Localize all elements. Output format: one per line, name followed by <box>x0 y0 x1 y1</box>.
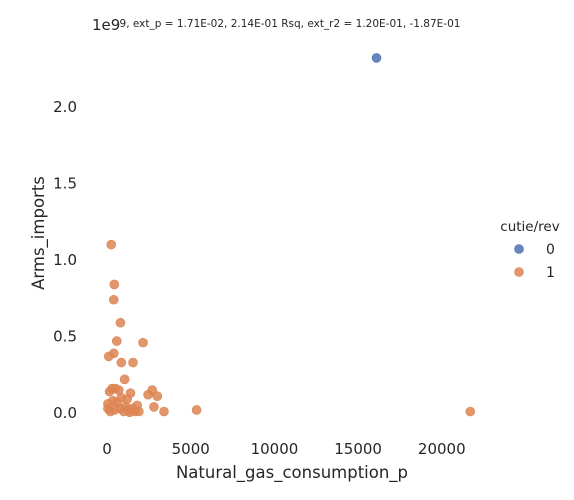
scatter-point <box>108 294 119 305</box>
scatter-point <box>143 389 153 400</box>
legend-title: cutie/rev <box>500 219 559 235</box>
chart-title: 9, ext_p = 1.71E-02, 2.14E-01 Rsq, ext_r… <box>120 18 461 30</box>
x-tick-label: 5000 <box>172 440 210 458</box>
y-tick-label: 0.0 <box>53 404 77 422</box>
scatter-point <box>111 336 122 346</box>
x-tick-label: 10000 <box>251 440 299 458</box>
scatter-point <box>116 357 127 368</box>
y-axis-label: Arms_imports <box>29 176 49 290</box>
x-axis-ticks: 0 5000 10000 15000 20000 <box>102 440 465 458</box>
x-tick-label: 0 <box>102 440 112 458</box>
x-tick-label: 15000 <box>334 440 382 458</box>
x-axis-label: Natural_gas_consumption_p <box>176 463 408 483</box>
y-tick-label: 2.0 <box>53 98 77 116</box>
legend-marker <box>514 244 524 254</box>
scatter-point <box>103 351 114 362</box>
scatter-point <box>371 53 382 63</box>
scatter-point <box>119 374 130 385</box>
scatter-point <box>109 279 120 290</box>
data-points <box>103 53 476 418</box>
scatter-point <box>106 239 117 250</box>
scatter-point <box>465 406 476 417</box>
scatter-point <box>152 391 163 402</box>
scatter-point <box>115 317 126 328</box>
legend-marker <box>514 267 524 277</box>
scatter-point <box>134 406 144 417</box>
scatter-point <box>149 402 159 412</box>
y-axis-ticks: 0.0 0.5 1.0 1.5 2.0 <box>53 98 77 422</box>
legend-entry-label: 1 <box>546 265 555 281</box>
scatter-point <box>128 357 138 368</box>
y-tick-label: 0.5 <box>53 328 77 346</box>
scatter-point <box>124 407 135 418</box>
scatter-point <box>159 406 169 417</box>
scatter-point <box>104 386 115 397</box>
scatter-point <box>105 406 116 417</box>
scatter-point <box>191 405 202 415</box>
legend: cutie/rev 0 1 <box>500 219 559 281</box>
legend-entry-label: 0 <box>546 242 555 258</box>
y-tick-label: 1.5 <box>53 174 77 192</box>
y-axis-offset-text: 1e9 <box>92 16 120 34</box>
y-tick-label: 1.0 <box>53 251 77 269</box>
scatter-point <box>138 337 148 348</box>
x-tick-label: 20000 <box>418 440 466 458</box>
